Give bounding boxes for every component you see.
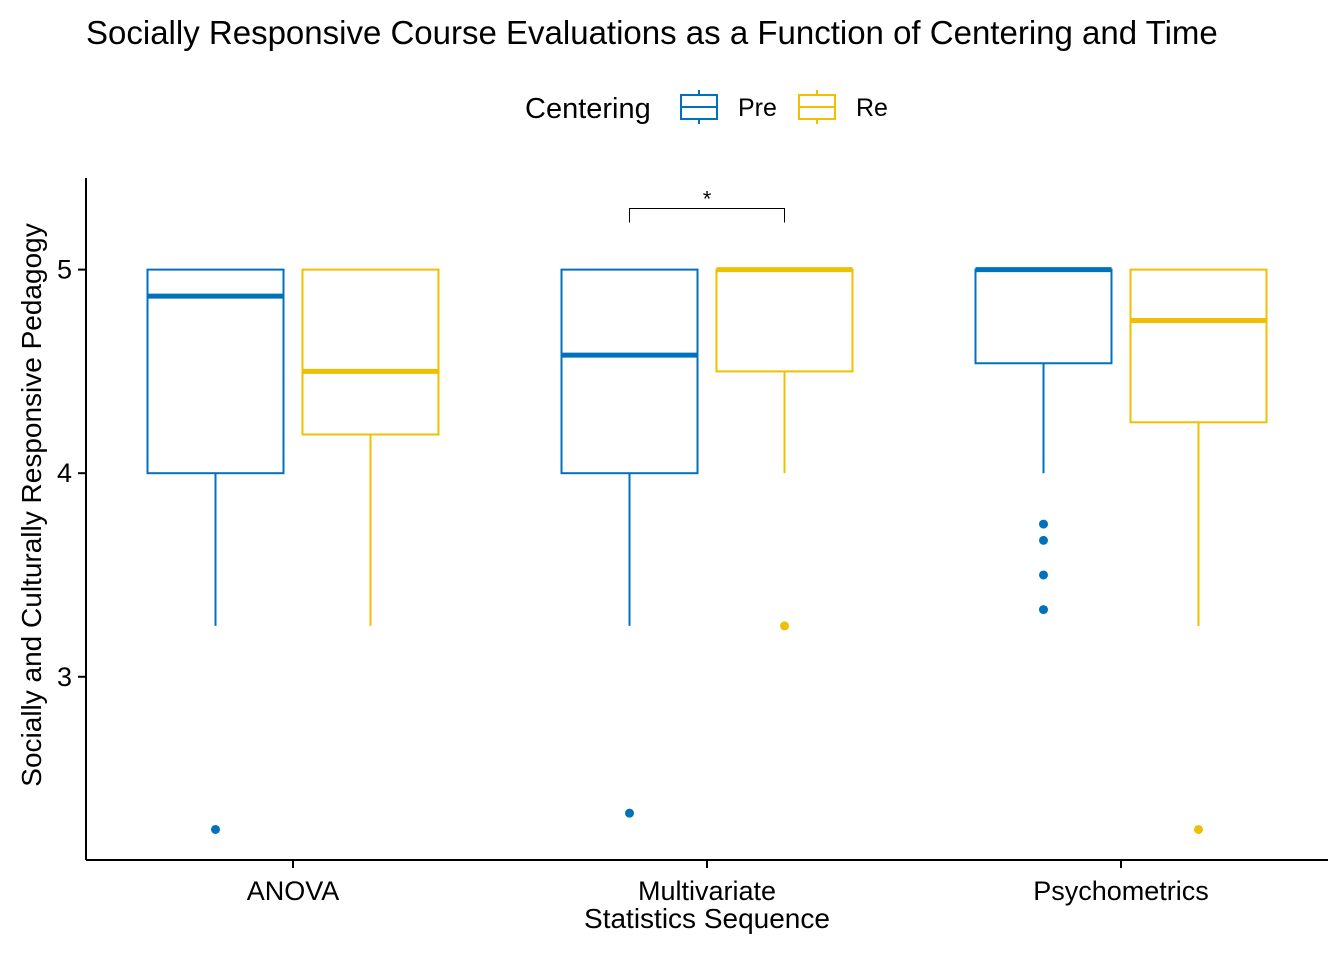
box-rect bbox=[715, 268, 854, 373]
x-axis-title: Statistics Sequence bbox=[584, 903, 830, 934]
outlier-point bbox=[1039, 519, 1048, 529]
x-tick-label-psychometrics: Psychometrics bbox=[1033, 876, 1209, 906]
outlier-point bbox=[1039, 535, 1048, 545]
significance-label: * bbox=[703, 187, 712, 212]
significance-bracket-multivariate: * bbox=[629, 187, 785, 223]
legend: Centering Pre Re bbox=[525, 90, 888, 125]
box-rect bbox=[301, 268, 440, 436]
bracket-line bbox=[629, 208, 785, 223]
outlier-point bbox=[1039, 570, 1048, 580]
legend-item-pre: Pre bbox=[680, 90, 777, 124]
box-rect bbox=[974, 268, 1113, 365]
box-pre-multivariate bbox=[560, 268, 699, 818]
chart-title: Socially Responsive Course Evaluations a… bbox=[86, 14, 1218, 51]
box-re-multivariate bbox=[715, 267, 854, 631]
x-axis-title-line-2: Statistics Sequence bbox=[584, 903, 830, 934]
legend-title: Centering bbox=[525, 93, 651, 125]
y-tick-label-3: 3 bbox=[57, 662, 72, 692]
x-tick-label-anova: ANOVA bbox=[247, 876, 340, 906]
x-tick-label-multivariate: Multivariate bbox=[638, 876, 776, 906]
box-re-psychometrics bbox=[1129, 268, 1268, 834]
legend-label-pre: Pre bbox=[738, 94, 777, 122]
box-pre-psychometrics bbox=[974, 267, 1113, 615]
box-re-anova bbox=[301, 268, 440, 626]
outlier-point bbox=[1039, 605, 1048, 615]
outlier-point bbox=[625, 808, 634, 818]
plot-area: 3 4 5 ANOVA Multivariate Psychometrics * bbox=[57, 178, 1328, 906]
legend-item-re: Re bbox=[798, 90, 888, 124]
outlier-point bbox=[780, 621, 789, 631]
box-rect bbox=[146, 268, 285, 475]
box-rect bbox=[1129, 268, 1268, 424]
y-tick-label-4: 4 bbox=[57, 458, 72, 488]
box-rect bbox=[560, 268, 699, 475]
outlier-point bbox=[1194, 824, 1203, 834]
y-tick-label-5: 5 bbox=[57, 255, 72, 285]
legend-label-re: Re bbox=[856, 94, 888, 122]
box-pre-anova bbox=[146, 268, 285, 834]
outlier-point bbox=[211, 824, 220, 834]
y-axis-title: Socially and Culturally Responsive Pedag… bbox=[16, 223, 47, 786]
